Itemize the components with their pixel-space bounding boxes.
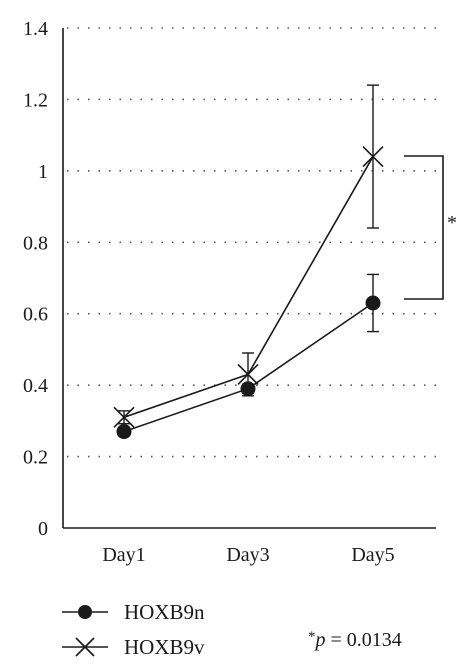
significance-star: *: [447, 212, 457, 234]
data-point: [237, 363, 259, 385]
x-tick-label: Day5: [351, 544, 394, 566]
y-tick-label: 0.4: [23, 375, 48, 397]
significance-bracket: *: [404, 155, 457, 300]
legend-label-hoxb9n: HOXB9n: [124, 600, 205, 624]
x-tick-label: Day1: [102, 544, 145, 566]
y-tick-labels: 0 0.2 0.4 0.6 0.8 1 1.2 1.4: [23, 18, 48, 540]
axes: [62, 28, 436, 529]
x-tick-labels: Day1 Day3 Day5: [102, 544, 394, 566]
legend: HOXB9n HOXB9v: [62, 600, 205, 659]
y-tick-label: 0.8: [23, 232, 48, 254]
legend-label-hoxb9v: HOXB9v: [124, 635, 205, 659]
p-value-symbol: p: [314, 629, 326, 651]
data-point: [362, 146, 384, 168]
x-tick-label: Day3: [226, 544, 269, 566]
series: [113, 84, 384, 440]
y-tick-label: 1.2: [23, 89, 48, 111]
y-tick-label: 1: [38, 161, 48, 183]
series-hoxb9v: [113, 84, 384, 428]
y-tick-label: 0: [38, 518, 48, 540]
y-tick-label: 1.4: [23, 18, 48, 40]
legend-marker-circle: [78, 605, 92, 619]
p-value-text: = 0.0134: [326, 629, 402, 651]
y-tick-label: 0.6: [23, 304, 48, 326]
p-value-star: *: [308, 629, 316, 645]
data-point: [365, 295, 381, 311]
data-point: [113, 406, 135, 428]
p-value-note: *p = 0.0134: [308, 629, 402, 651]
data-point: [116, 424, 132, 440]
y-tick-label: 0.2: [23, 447, 48, 469]
bracket-path: [404, 155, 444, 300]
legend-marker-x: [75, 637, 95, 657]
